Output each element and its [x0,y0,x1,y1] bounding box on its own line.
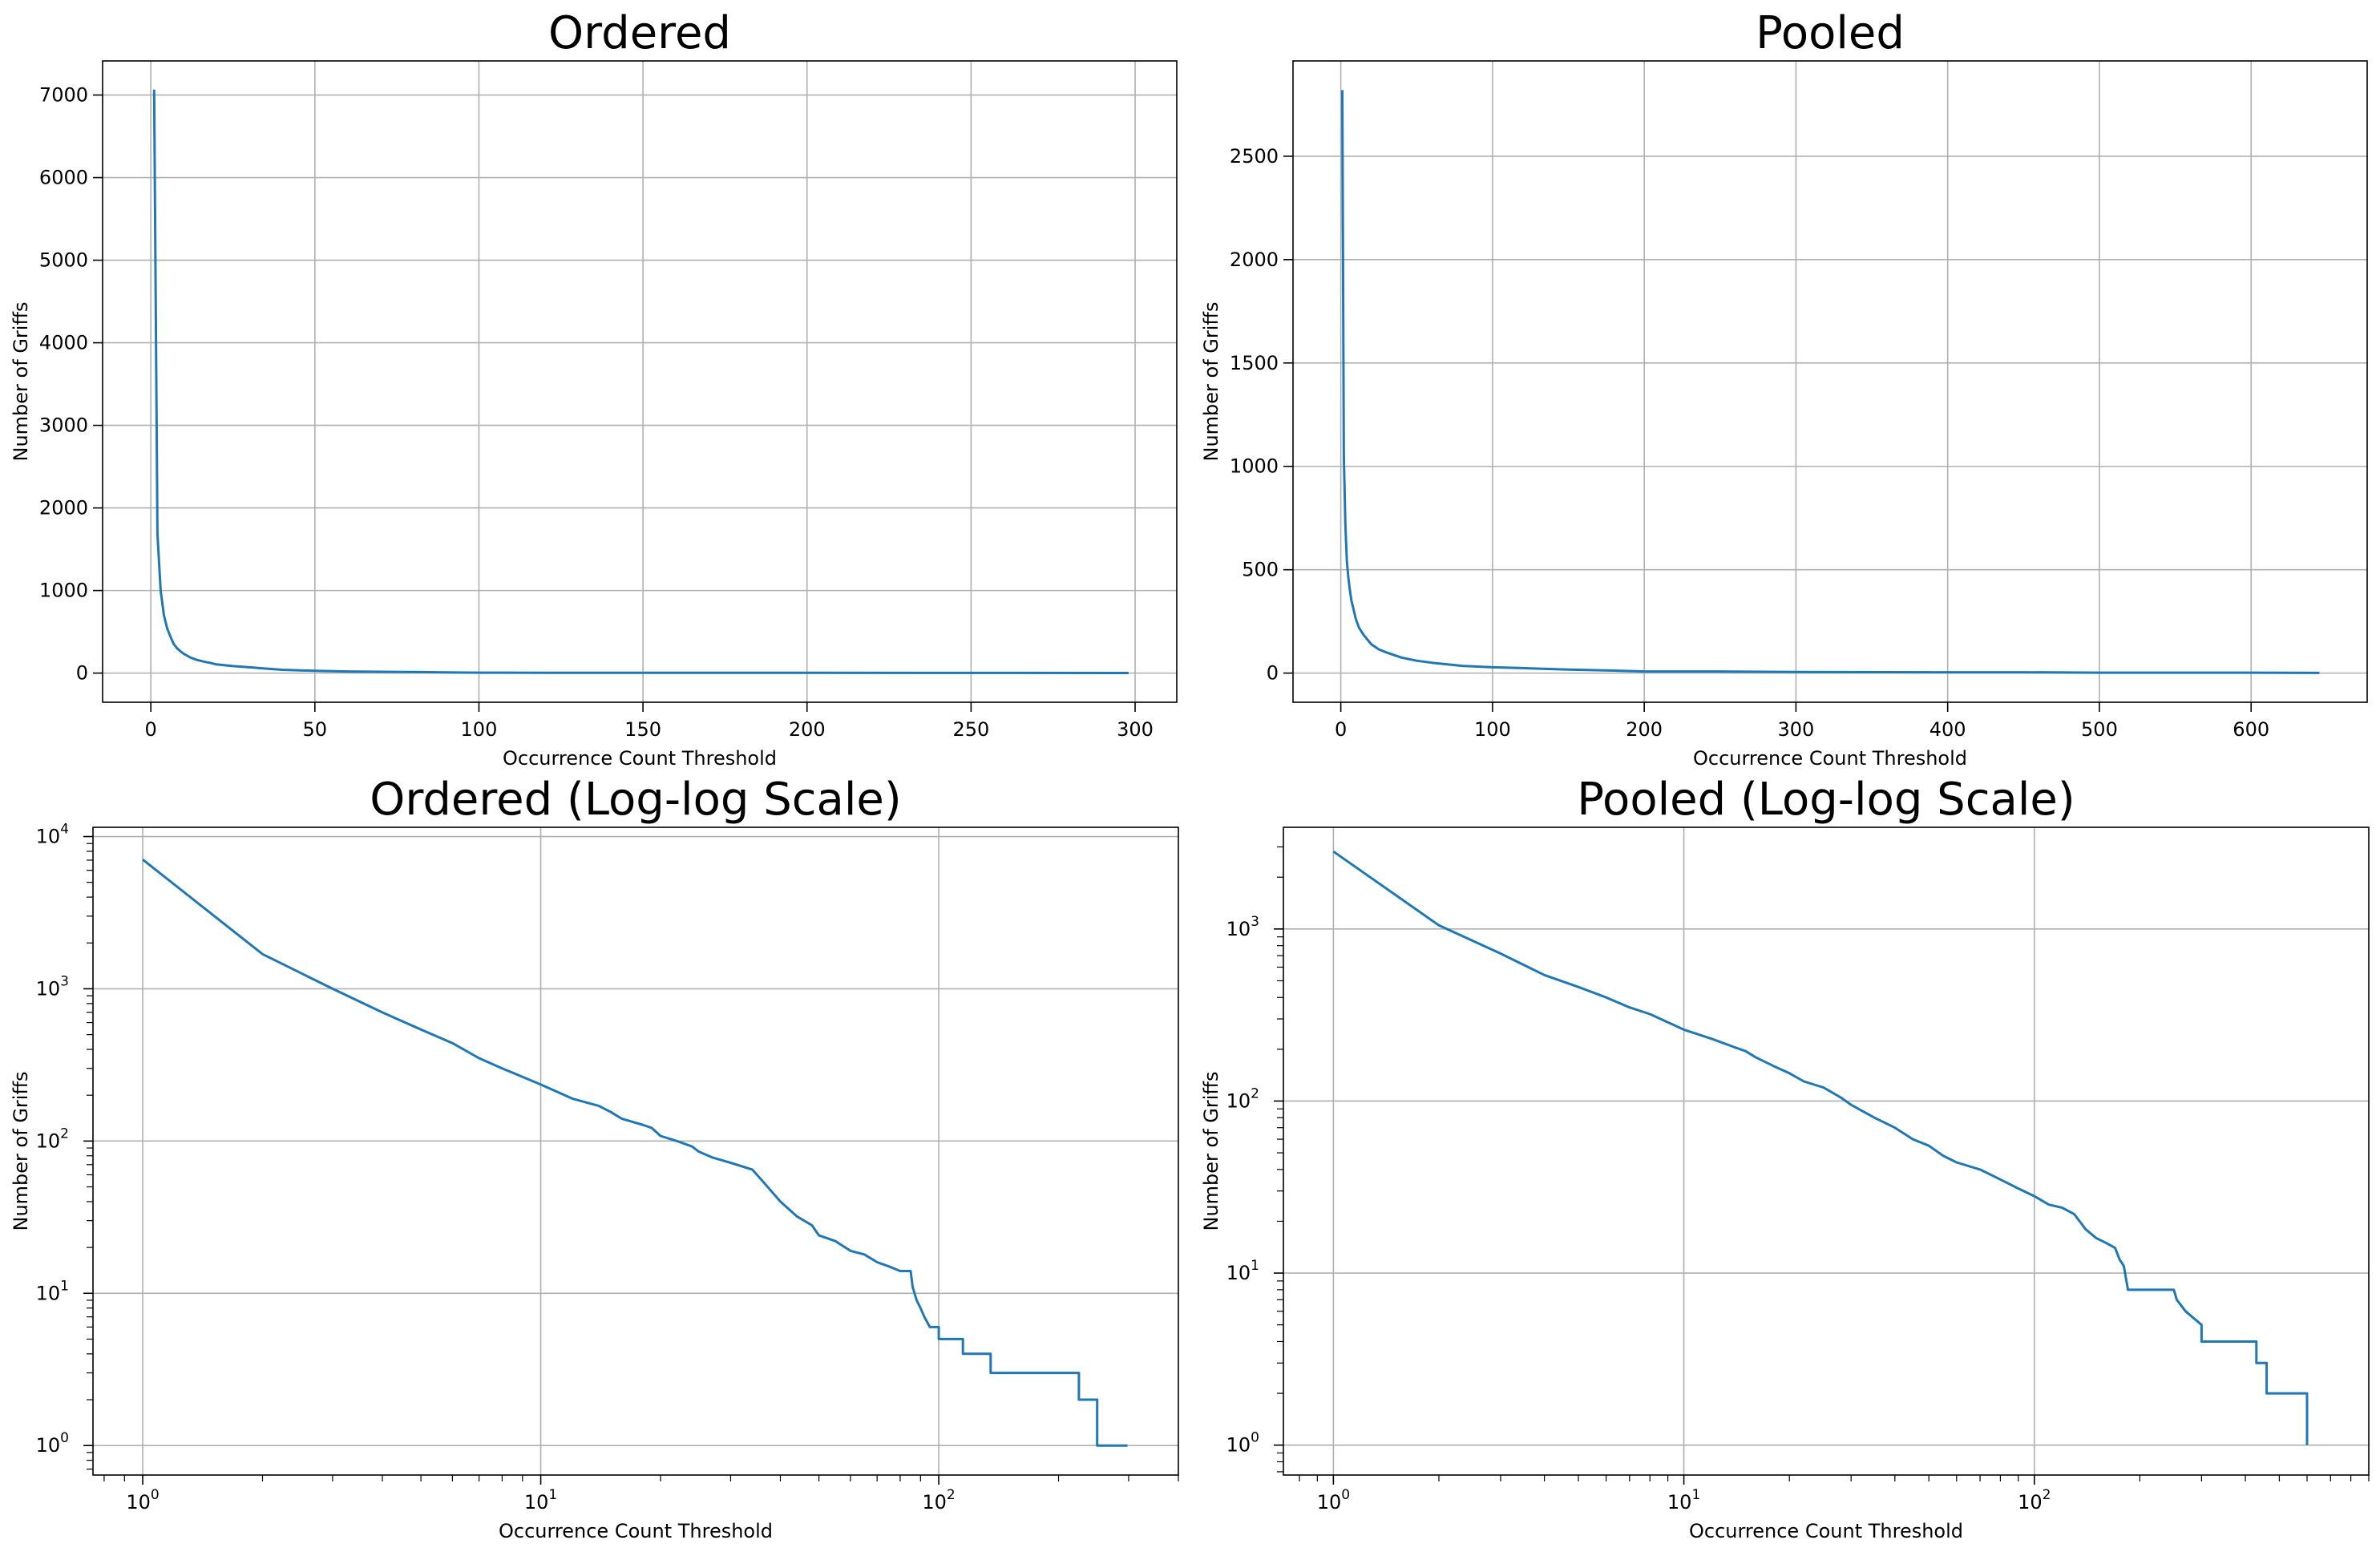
x-tick-label: 50 [303,718,328,741]
plot-area [1283,827,2369,1475]
x-tick-label: 102 [922,1487,955,1514]
y-tick-label: 103 [36,973,69,1000]
data-series-line [152,89,1129,674]
chart-pooled-log-log: 100 101 102 100 101 102 103 Pooled (Log-log Sca… [1200,774,2370,1542]
y-tick-label: 1000 [1230,455,1279,478]
x-tick-label: 100 [1474,718,1511,741]
y-tick-label: 0 [76,662,88,685]
x-tick-label: 100 [126,1487,159,1514]
plot-area [93,827,1178,1475]
y-tick-label: 100 [36,1430,69,1457]
y-tick-label: 102 [1226,1085,1259,1112]
data-series-line [1332,850,2309,1445]
x-tick-label: 101 [1667,1487,1700,1514]
x-tick-label: 0 [145,718,157,741]
plot-frame [92,826,1179,1476]
y-tick-label: 1000 [39,580,88,602]
data-series-line [1341,90,2320,674]
x-tick-label: 101 [524,1487,557,1514]
x-tick-label: 0 [1335,718,1347,741]
x-tick-label: 250 [952,718,989,741]
y-tick-label: 101 [1226,1258,1259,1284]
chart-ordered: 0 50 100 150 200 250 3000100020003000400050006… [10,7,1178,770]
plot-frame [1292,60,2368,703]
y-axis-label: Number of Griffs [1200,302,1222,462]
y-tick-label: 7000 [39,84,88,107]
x-tick-label: 500 [2081,718,2118,741]
y-tick-label: 2000 [39,497,88,519]
y-tick-label: 2000 [1230,249,1279,271]
y-tick-label: 102 [36,1126,69,1152]
y-tick-label: 3000 [39,414,88,437]
x-tick-label: 100 [461,718,498,741]
x-axis-label: Occurrence Count Threshold [1689,1520,1963,1542]
x-axis-label: Occurrence Count Threshold [503,747,777,770]
y-tick-label: 1500 [1230,352,1279,374]
x-tick-label: 600 [2233,718,2269,741]
y-axis-label: Number of Griffs [1200,1072,1222,1231]
x-tick-label: 200 [789,718,826,741]
x-tick-label: 200 [1626,718,1663,741]
chart-title: Pooled (Log-log Scale) [1577,774,2075,826]
y-tick-label: 100 [1226,1430,1259,1457]
x-axis-label: Occurrence Count Threshold [499,1520,773,1542]
y-axis-label: Number of Griffs [10,1072,32,1231]
chart-title: Ordered (Log-log Scale) [370,774,901,826]
x-tick-label: 300 [1117,718,1154,741]
x-axis-label: Occurrence Count Threshold [1693,747,1967,770]
y-tick-label: 0 [1267,662,1279,685]
x-tick-label: 400 [1929,718,1966,741]
y-tick-label: 101 [36,1278,69,1304]
chart-title: Pooled [1756,7,1905,59]
y-tick-label: 500 [1242,559,1279,581]
plot-area [1293,61,2367,702]
plot-frame [1283,826,2370,1476]
y-tick-label: 6000 [39,167,88,189]
chart-pooled: 0 100 200 300 400 500 600 0 500 1000 1500 2000 2500 P… [1200,7,2368,770]
y-tick-label: 5000 [39,249,88,272]
y-tick-label: 4000 [39,332,88,354]
x-tick-label: 150 [624,718,661,741]
x-tick-label: 102 [2018,1487,2051,1514]
y-axis-label: Number of Griffs [10,302,32,462]
plot-frame [102,60,1178,703]
y-tick-label: 104 [36,822,69,848]
y-tick-label: 2500 [1230,145,1279,168]
x-tick-label: 100 [1317,1487,1350,1514]
chart-ordered-log-log: 100 101 102 100 101 102 103 104 Ordered (Log-log… [10,774,1179,1542]
y-tick-label: 103 [1226,914,1259,940]
data-series-line [142,859,1128,1447]
chart-title: Ordered [548,7,731,59]
x-tick-label: 300 [1778,718,1815,741]
plot-area [103,61,1177,702]
